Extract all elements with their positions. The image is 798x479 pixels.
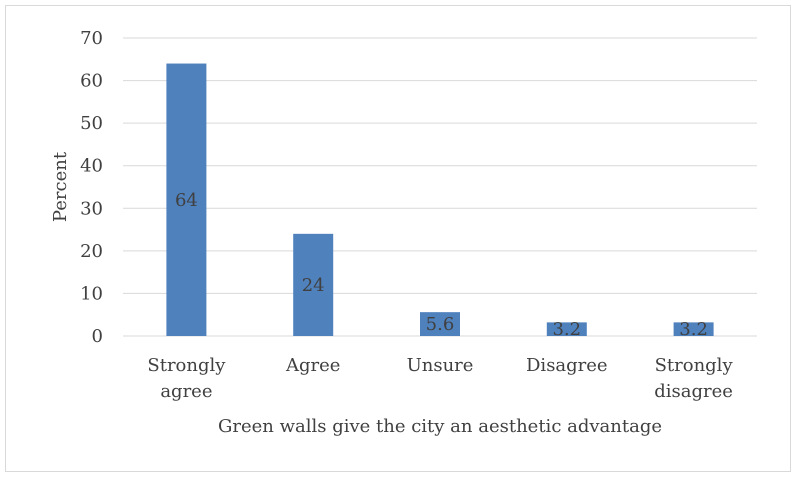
data-label: 3.2 bbox=[679, 319, 708, 340]
y-tick-label: 50 bbox=[80, 113, 103, 134]
x-category-label: Disagree bbox=[526, 355, 608, 376]
bars bbox=[166, 63, 714, 337]
x-axis-title: Green walls give the city an aesthetic a… bbox=[218, 416, 662, 437]
x-axis-categories: Strongly agree Agree Unsure Disagree Strongly… bbox=[147, 355, 733, 402]
y-tick-label: 60 bbox=[80, 71, 103, 92]
y-tick-label: 10 bbox=[80, 283, 103, 304]
bar bbox=[673, 322, 714, 336]
data-label: 3.2 bbox=[552, 319, 581, 340]
x-category-label: Strongly bbox=[147, 355, 226, 376]
data-label: 24 bbox=[302, 275, 325, 296]
y-tick-label: 70 bbox=[80, 28, 103, 49]
y-axis-ticks: 0 10 20 30 40 50 60 70 bbox=[80, 28, 103, 347]
chart-frame bbox=[5, 5, 791, 472]
data-label: 5.6 bbox=[426, 314, 455, 335]
y-axis-title: Percent bbox=[50, 151, 71, 222]
gridlines bbox=[123, 37, 757, 337]
x-category-label: Agree bbox=[285, 355, 340, 376]
x-category-label: Unsure bbox=[407, 355, 474, 376]
y-tick-label: 40 bbox=[80, 156, 103, 177]
y-tick-label: 20 bbox=[80, 241, 103, 262]
data-label: 64 bbox=[175, 190, 198, 211]
y-tick-label: 30 bbox=[80, 198, 103, 219]
x-category-label: agree bbox=[160, 381, 212, 402]
y-tick-label: 0 bbox=[92, 326, 103, 347]
x-category-label: Strongly bbox=[655, 355, 734, 376]
bar bbox=[546, 322, 587, 336]
bar bbox=[420, 312, 460, 336]
bar bbox=[293, 233, 334, 336]
x-category-label: disagree bbox=[654, 381, 733, 402]
data-labels: 64 24 5.6 3.2 3.2 bbox=[175, 190, 708, 340]
bar bbox=[166, 63, 207, 337]
